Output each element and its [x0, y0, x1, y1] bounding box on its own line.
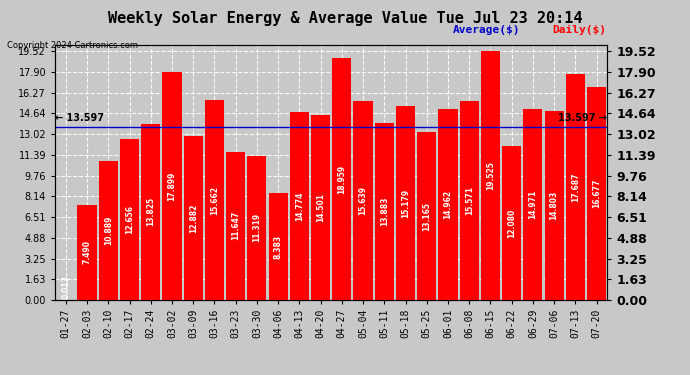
Text: 13.825: 13.825 [146, 197, 155, 226]
Text: Weekly Solar Energy & Average Value Tue Jul 23 20:14: Weekly Solar Energy & Average Value Tue … [108, 11, 582, 26]
Bar [162, 72, 181, 300]
Text: 15.639: 15.639 [359, 186, 368, 215]
Bar [481, 51, 500, 300]
Bar [333, 58, 351, 300]
Text: Daily($): Daily($) [552, 25, 606, 35]
Text: 12.882: 12.882 [188, 203, 198, 232]
Bar [184, 136, 203, 300]
Text: 14.501: 14.501 [316, 193, 325, 222]
Text: 12.080: 12.080 [507, 209, 516, 238]
Text: 15.179: 15.179 [401, 189, 410, 218]
Text: 0.013: 0.013 [61, 275, 70, 299]
Bar [460, 102, 479, 300]
Text: 13.165: 13.165 [422, 202, 431, 231]
Bar [290, 112, 309, 300]
Text: 14.774: 14.774 [295, 191, 304, 220]
Text: 11.319: 11.319 [253, 213, 262, 242]
Bar [120, 139, 139, 300]
Text: 17.687: 17.687 [571, 172, 580, 202]
Bar [268, 193, 288, 300]
Text: 13.597 →: 13.597 → [558, 113, 607, 123]
Bar [99, 161, 118, 300]
Bar [375, 123, 394, 300]
Text: 8.383: 8.383 [274, 234, 283, 259]
Text: 16.677: 16.677 [592, 179, 601, 209]
Bar [502, 146, 521, 300]
Text: 7.490: 7.490 [83, 240, 92, 264]
Text: Copyright 2024 Cartronics.com: Copyright 2024 Cartronics.com [7, 41, 138, 50]
Bar [438, 109, 457, 300]
Text: 15.662: 15.662 [210, 186, 219, 214]
Bar [226, 152, 245, 300]
Text: 15.571: 15.571 [464, 186, 474, 215]
Bar [417, 132, 436, 300]
Bar [247, 156, 266, 300]
Bar [141, 124, 160, 300]
Text: 14.962: 14.962 [444, 190, 453, 219]
Bar [353, 100, 373, 300]
Text: ← 13.597: ← 13.597 [55, 113, 104, 123]
Text: 13.883: 13.883 [380, 197, 388, 226]
Bar [523, 109, 542, 300]
Bar [311, 115, 330, 300]
Bar [566, 75, 585, 300]
Text: 12.656: 12.656 [125, 205, 134, 234]
Text: 19.525: 19.525 [486, 161, 495, 190]
Bar [77, 204, 97, 300]
Text: 18.959: 18.959 [337, 165, 346, 194]
Text: 10.889: 10.889 [104, 216, 112, 245]
Bar [205, 100, 224, 300]
Bar [587, 87, 606, 300]
Text: 14.971: 14.971 [529, 190, 538, 219]
Bar [396, 106, 415, 300]
Text: Average($): Average($) [453, 25, 520, 35]
Text: 11.647: 11.647 [231, 211, 240, 240]
Bar [544, 111, 564, 300]
Text: 17.899: 17.899 [168, 171, 177, 201]
Text: 14.803: 14.803 [550, 191, 559, 220]
